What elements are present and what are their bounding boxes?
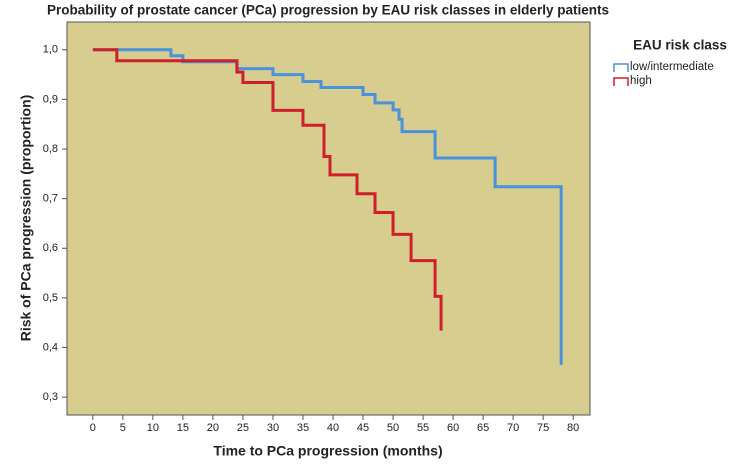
legend-label: low/intermediate	[630, 61, 714, 73]
x-tick-label: 30	[267, 422, 279, 434]
x-tick-label: 80	[567, 422, 579, 434]
legend-label: high	[630, 75, 652, 87]
x-tick-label: 40	[327, 422, 339, 434]
x-tick-label: 0	[90, 422, 96, 434]
chart-title: Probability of prostate cancer (PCa) pro…	[47, 3, 609, 18]
y-tick-label: 1,0	[43, 44, 58, 56]
x-tick-label: 5	[120, 422, 126, 434]
x-tick-label: 70	[507, 422, 519, 434]
legend-swatch	[613, 77, 629, 86]
x-tick-label: 50	[387, 422, 399, 434]
y-tick-label: 0,8	[43, 143, 58, 155]
x-tick-label: 60	[447, 422, 459, 434]
y-tick-label: 0,4	[43, 341, 58, 353]
x-tick-label: 20	[207, 422, 219, 434]
legend-title: EAU risk class	[633, 38, 727, 53]
y-tick-label: 0,9	[43, 93, 58, 105]
y-axis-title: Risk of PCa progression (proportion)	[18, 95, 34, 342]
x-tick-label: 10	[147, 422, 159, 434]
x-tick-label: 55	[417, 422, 429, 434]
y-tick-label: 0,5	[43, 292, 58, 304]
x-tick-label: 45	[357, 422, 369, 434]
survival-curve	[92, 48, 443, 331]
x-axis-title: Time to PCa progression (months)	[213, 443, 442, 459]
x-tick-label: 15	[177, 422, 189, 434]
y-tick-label: 0,3	[43, 391, 58, 403]
x-tick-label: 75	[537, 422, 549, 434]
y-tick-label: 0,6	[43, 242, 58, 254]
x-tick-label: 25	[237, 422, 249, 434]
x-tick-label: 65	[477, 422, 489, 434]
legend-swatch	[613, 63, 629, 72]
y-tick-label: 0,7	[43, 193, 58, 205]
x-tick-label: 35	[297, 422, 309, 434]
plot-area	[66, 21, 591, 416]
